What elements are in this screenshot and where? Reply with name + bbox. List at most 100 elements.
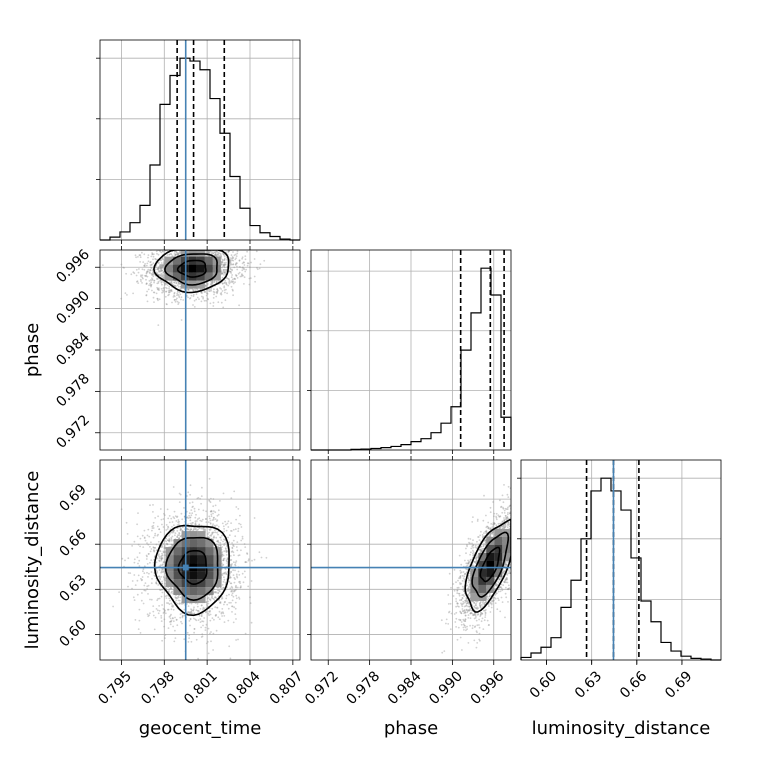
sample-point <box>144 274 146 277</box>
sample-point <box>164 554 166 557</box>
sample-point <box>197 497 200 499</box>
sample-point <box>161 580 164 583</box>
sample-point <box>176 516 178 518</box>
sample-point <box>196 610 199 612</box>
sample-point <box>232 539 235 542</box>
sample-point <box>188 637 191 639</box>
sample-point <box>209 510 212 513</box>
sample-point <box>223 274 225 276</box>
sample-point <box>204 291 207 293</box>
sample-point <box>136 556 139 559</box>
sample-point <box>142 568 145 571</box>
sample-point <box>164 634 167 636</box>
sample-point <box>160 555 163 558</box>
sample-point <box>219 292 222 295</box>
sample-point <box>170 602 173 605</box>
sample-point <box>235 594 238 597</box>
sample-point <box>166 528 169 530</box>
sample-point <box>135 256 138 259</box>
sample-point <box>149 561 151 564</box>
sample-point <box>253 275 256 278</box>
sample-point <box>181 622 183 625</box>
sample-point <box>181 526 184 529</box>
sample-point <box>166 287 168 290</box>
sample-point <box>189 618 192 621</box>
sample-point <box>161 568 164 571</box>
sample-point <box>229 260 232 263</box>
sample-point <box>160 558 163 560</box>
sample-point <box>232 545 235 547</box>
sample-point <box>215 591 218 594</box>
sample-point <box>173 299 176 301</box>
sample-point <box>158 298 161 301</box>
sample-point <box>131 587 133 590</box>
sample-point <box>222 264 225 267</box>
sample-point <box>163 608 166 611</box>
sample-point <box>208 598 211 601</box>
sample-point <box>209 598 212 601</box>
sample-point <box>201 633 204 636</box>
sample-point <box>152 527 155 529</box>
sample-point <box>132 292 135 295</box>
sample-point <box>246 262 249 265</box>
sample-point <box>157 533 160 536</box>
sample-point <box>211 251 214 254</box>
sample-point <box>146 555 148 558</box>
sample-point <box>178 602 181 605</box>
sample-point <box>167 290 170 292</box>
sample-point <box>259 263 262 266</box>
sample-point <box>145 274 148 277</box>
sample-point <box>177 253 179 256</box>
sample-point <box>249 602 252 604</box>
sample-point <box>170 620 172 623</box>
sample-point <box>163 551 166 553</box>
sample-point <box>159 267 162 270</box>
sample-point <box>229 576 232 579</box>
sample-point <box>141 534 144 537</box>
sample-point <box>180 298 182 301</box>
sample-point <box>124 292 127 295</box>
sample-point <box>217 616 220 619</box>
sample-point <box>205 284 207 287</box>
sample-point <box>177 285 180 288</box>
sample-point <box>161 250 164 253</box>
sample-point <box>235 546 238 548</box>
sample-point <box>231 611 233 613</box>
sample-point <box>209 501 212 504</box>
sample-point <box>147 615 150 618</box>
sample-point <box>153 628 156 631</box>
sample-point <box>159 264 162 266</box>
sample-point <box>160 267 163 270</box>
sample-point <box>170 587 173 590</box>
sample-point <box>160 571 163 574</box>
sample-point <box>178 520 181 523</box>
sample-point <box>217 289 219 292</box>
sample-point <box>148 572 150 575</box>
sample-point <box>162 264 164 267</box>
sample-point <box>229 259 232 262</box>
sample-point <box>120 263 123 266</box>
sample-point <box>178 501 181 503</box>
sample-point <box>141 268 144 271</box>
sample-point <box>146 290 149 293</box>
sample-point <box>138 254 141 257</box>
sample-point <box>123 266 125 269</box>
sample-point <box>150 548 153 550</box>
sample-point <box>172 531 175 534</box>
sample-point <box>154 532 157 535</box>
sample-point <box>220 288 223 290</box>
sample-point <box>223 557 226 560</box>
sample-point <box>161 639 164 642</box>
sample-point <box>207 288 210 291</box>
sample-point <box>215 614 218 616</box>
sample-point <box>138 268 140 270</box>
sample-point <box>238 581 240 583</box>
sample-point <box>168 589 170 592</box>
sample-point <box>189 493 192 496</box>
sample-point <box>162 518 165 520</box>
sample-point <box>221 555 224 557</box>
sample-point <box>148 614 151 617</box>
sample-point <box>159 531 162 533</box>
sample-point <box>162 287 165 290</box>
sample-point <box>223 269 225 271</box>
